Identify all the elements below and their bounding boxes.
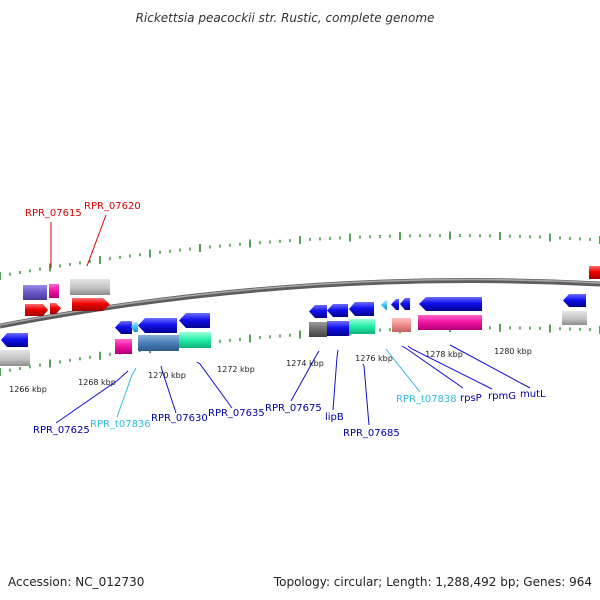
gene-feature[interactable] xyxy=(0,350,30,366)
map-title: Rickettsia peacockii str. Rustic, comple… xyxy=(136,11,435,25)
gene-label[interactable]: RPR_07675 xyxy=(265,403,322,414)
gene-arrow[interactable] xyxy=(400,298,410,310)
gene-label[interactable]: RPR_t07836 xyxy=(90,419,151,430)
scale-label: 1280 kbp xyxy=(494,347,532,356)
gene-arrow[interactable] xyxy=(179,313,210,328)
leader-line xyxy=(290,350,320,402)
leader-line xyxy=(385,348,421,393)
gene-arrow[interactable] xyxy=(72,298,110,311)
leader-line xyxy=(55,370,129,424)
scale-label: 1270 kbp xyxy=(148,371,186,380)
leader-line xyxy=(401,345,464,389)
outer-tick-ring xyxy=(0,231,600,280)
gene-feature[interactable] xyxy=(138,335,179,351)
gene-arrow[interactable] xyxy=(563,294,586,307)
gene-arrow[interactable] xyxy=(115,321,132,334)
scale-label: 1278 kbp xyxy=(425,350,463,359)
reverse-strand-track xyxy=(0,294,587,366)
gene-arrow[interactable] xyxy=(419,297,482,311)
gene-label[interactable]: RPR_t07838 xyxy=(396,394,457,405)
gene-arrow[interactable] xyxy=(327,304,348,317)
gene-feature[interactable] xyxy=(392,318,411,332)
scale-labels: 1266 kbp 1268 kbp 1270 kbp 1272 kbp 1274… xyxy=(9,347,532,394)
gene-feature[interactable] xyxy=(70,279,110,295)
scale-label: 1276 kbp xyxy=(355,354,393,363)
gene-label[interactable]: rpsP xyxy=(460,393,482,404)
scale-label: 1272 kbp xyxy=(217,365,255,374)
trna-arrow[interactable] xyxy=(131,322,138,332)
gene-arrow[interactable] xyxy=(50,303,61,314)
gene-feature[interactable] xyxy=(115,339,132,354)
gene-feature[interactable] xyxy=(23,285,47,300)
gene-label[interactable]: RPR_07630 xyxy=(151,413,208,424)
forward-strand-track xyxy=(23,266,600,316)
gene-feature[interactable] xyxy=(49,284,59,298)
leader-line xyxy=(407,345,493,390)
gene-label[interactable]: mutL xyxy=(520,389,546,400)
gene-feature[interactable] xyxy=(349,319,375,334)
leader-line xyxy=(332,349,339,411)
gene-feature[interactable] xyxy=(562,311,587,325)
gene-arrow[interactable] xyxy=(138,318,177,333)
gene-feature[interactable] xyxy=(327,321,349,336)
leader-line xyxy=(196,361,233,409)
leader-line xyxy=(86,214,107,267)
gene-feature[interactable] xyxy=(418,315,482,330)
gene-label[interactable]: RPR_07625 xyxy=(33,425,90,436)
label-leaders xyxy=(50,214,531,426)
scale-label: 1268 kbp xyxy=(78,378,116,387)
accession-text: Accession: NC_012730 xyxy=(8,575,144,589)
gene-labels: RPR_07615 RPR_07620 RPR_07625 RPR_t07836… xyxy=(25,201,546,439)
genome-backbone xyxy=(0,278,600,329)
gene-arrow[interactable] xyxy=(391,299,399,310)
leader-line xyxy=(160,365,177,414)
genome-summary-text: Topology: circular; Length: 1,288,492 bp… xyxy=(273,575,592,589)
gene-arrow[interactable] xyxy=(1,333,28,347)
gene-label[interactable]: RPR_07685 xyxy=(343,428,400,439)
gene-arrow[interactable] xyxy=(309,305,327,318)
gene-label[interactable]: RPR_07615 xyxy=(25,208,82,219)
gene-feature[interactable] xyxy=(589,266,600,279)
gene-label[interactable]: RPR_07620 xyxy=(84,201,141,212)
scale-label: 1274 kbp xyxy=(286,359,324,368)
gene-label[interactable]: rpmG xyxy=(488,391,516,402)
gene-label[interactable]: lipB xyxy=(325,412,344,423)
leader-line xyxy=(449,344,531,389)
scale-label: 1266 kbp xyxy=(9,385,47,394)
gene-feature[interactable] xyxy=(179,332,211,348)
gene-label[interactable]: RPR_07635 xyxy=(208,408,265,419)
leader-line xyxy=(116,367,137,418)
trna-arrow[interactable] xyxy=(381,300,387,310)
gene-arrow[interactable] xyxy=(349,302,374,316)
leader-line xyxy=(362,363,370,426)
gene-feature[interactable] xyxy=(309,322,327,337)
gene-arrow[interactable] xyxy=(25,304,48,316)
